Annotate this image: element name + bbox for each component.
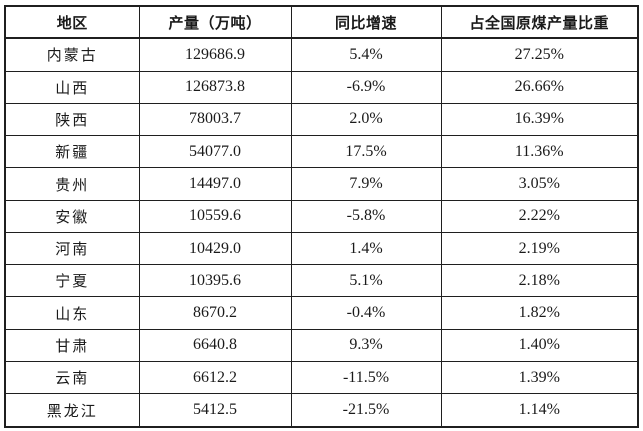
table-row: 河南 10429.0 1.4% 2.19% bbox=[4, 231, 639, 266]
table-cell-share: 2.19% bbox=[440, 231, 639, 266]
table-cell-production: 10429.0 bbox=[138, 231, 292, 266]
table-cell-region: 内蒙古 bbox=[4, 37, 140, 72]
table-cell-production: 129686.9 bbox=[138, 37, 292, 72]
table-row: 甘肃 6640.8 9.3% 1.40% bbox=[4, 328, 639, 363]
table-row: 山西 126873.8 -6.9% 26.66% bbox=[4, 70, 639, 104]
table-cell-share: 26.66% bbox=[440, 70, 639, 104]
table-cell-yoy-growth: 7.9% bbox=[290, 167, 442, 201]
table-cell-production: 10395.6 bbox=[138, 264, 292, 298]
table-cell-yoy-growth: 2.0% bbox=[290, 102, 442, 137]
table-header: 地区 产量（万吨） 同比增速 占全国原煤产量比重 bbox=[4, 5, 639, 39]
header-cell-region: 地区 bbox=[4, 5, 140, 39]
table-cell-share: 3.05% bbox=[440, 167, 639, 201]
table-row: 山东 8670.2 -0.4% 1.82% bbox=[4, 296, 639, 330]
table-cell-region: 安徽 bbox=[4, 199, 140, 233]
table-cell-yoy-growth: -0.4% bbox=[290, 296, 442, 330]
table-cell-region: 宁夏 bbox=[4, 264, 140, 298]
table-cell-production: 54077.0 bbox=[138, 135, 292, 169]
table-cell-share: 2.22% bbox=[440, 199, 639, 233]
table-row: 内蒙古 129686.9 5.4% 27.25% bbox=[4, 37, 639, 72]
table-cell-region: 山西 bbox=[4, 70, 140, 104]
table-cell-region: 河南 bbox=[4, 231, 140, 266]
table-row: 云南 6612.2 -11.5% 1.39% bbox=[4, 361, 639, 395]
table-cell-region: 甘肃 bbox=[4, 328, 140, 363]
table-cell-yoy-growth: 5.4% bbox=[290, 37, 442, 72]
table-cell-share: 1.82% bbox=[440, 296, 639, 330]
table-row: 黑龙江 5412.5 -21.5% 1.14% bbox=[4, 393, 639, 428]
table-body: 内蒙古 129686.9 5.4% 27.25% 山西 126873.8 -6.9% 26.6… bbox=[4, 37, 639, 428]
table-cell-yoy-growth: -6.9% bbox=[290, 70, 442, 104]
table-cell-production: 10559.6 bbox=[138, 199, 292, 233]
table-row: 新疆 54077.0 17.5% 11.36% bbox=[4, 135, 639, 169]
header-cell-yoy-growth: 同比增速 bbox=[290, 5, 442, 39]
header-row: 地区 产量（万吨） 同比增速 占全国原煤产量比重 bbox=[4, 5, 639, 39]
table-cell-share: 1.40% bbox=[440, 328, 639, 363]
table-cell-region: 云南 bbox=[4, 361, 140, 395]
table-cell-share: 16.39% bbox=[440, 102, 639, 137]
table-cell-yoy-growth: 5.1% bbox=[290, 264, 442, 298]
table-cell-production: 14497.0 bbox=[138, 167, 292, 201]
header-cell-share: 占全国原煤产量比重 bbox=[440, 5, 639, 39]
table-row: 陕西 78003.7 2.0% 16.39% bbox=[4, 102, 639, 137]
table-cell-yoy-growth: -11.5% bbox=[290, 361, 442, 395]
table-cell-region: 贵州 bbox=[4, 167, 140, 201]
table-row: 宁夏 10395.6 5.1% 2.18% bbox=[4, 264, 639, 298]
table-cell-share: 2.18% bbox=[440, 264, 639, 298]
table-row: 安徽 10559.6 -5.8% 2.22% bbox=[4, 199, 639, 233]
table-cell-region: 黑龙江 bbox=[4, 393, 140, 428]
table-cell-production: 126873.8 bbox=[138, 70, 292, 104]
table-cell-region: 山东 bbox=[4, 296, 140, 330]
table-row: 贵州 14497.0 7.9% 3.05% bbox=[4, 167, 639, 201]
table-cell-yoy-growth: 1.4% bbox=[290, 231, 442, 266]
table-cell-production: 8670.2 bbox=[138, 296, 292, 330]
table-cell-yoy-growth: 9.3% bbox=[290, 328, 442, 363]
table-cell-production: 5412.5 bbox=[138, 393, 292, 428]
header-cell-production: 产量（万吨） bbox=[138, 5, 292, 39]
table-cell-share: 1.39% bbox=[440, 361, 639, 395]
table-cell-region: 新疆 bbox=[4, 135, 140, 169]
table-cell-share: 1.14% bbox=[440, 393, 639, 428]
table-cell-share: 27.25% bbox=[440, 37, 639, 72]
table-cell-share: 11.36% bbox=[440, 135, 639, 169]
table-cell-region: 陕西 bbox=[4, 102, 140, 137]
table-cell-production: 6612.2 bbox=[138, 361, 292, 395]
table-cell-yoy-growth: -5.8% bbox=[290, 199, 442, 233]
table-cell-production: 6640.8 bbox=[138, 328, 292, 363]
coal-production-table: 地区 产量（万吨） 同比增速 占全国原煤产量比重 内蒙古 129686.9 5.4%… bbox=[4, 5, 639, 428]
table-cell-yoy-growth: -21.5% bbox=[290, 393, 442, 428]
table-cell-yoy-growth: 17.5% bbox=[290, 135, 442, 169]
table-cell-production: 78003.7 bbox=[138, 102, 292, 137]
